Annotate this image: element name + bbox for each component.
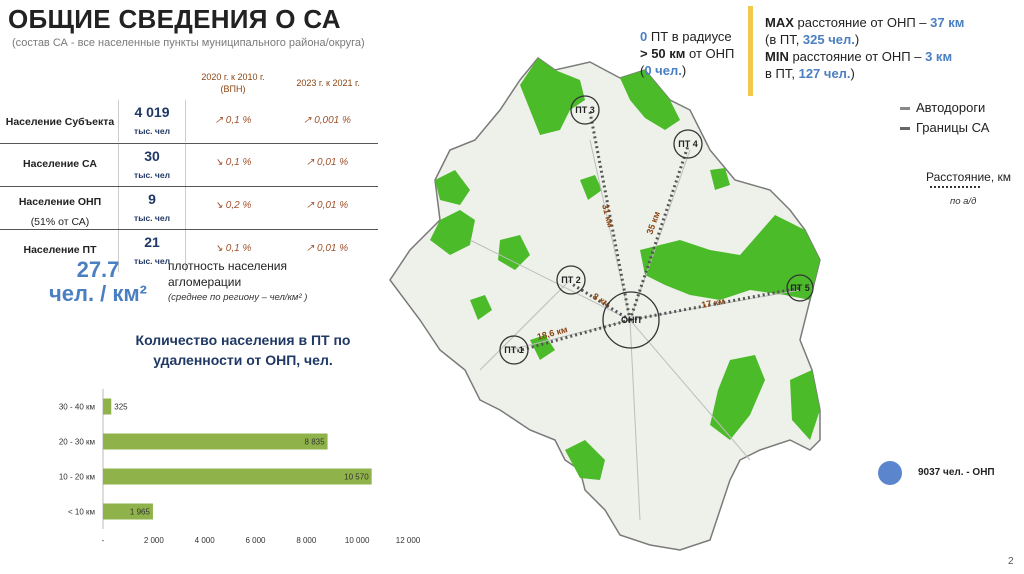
- legend-borders: Границы СА: [900, 118, 989, 138]
- distance-extremes: MAX расстояние от ОНП – 37 км (в ПТ, 325…: [765, 15, 965, 81]
- onp-legend-dot: [878, 461, 902, 485]
- table-row: Население ПТ 21 тыс. чел ↘ 0,1 % ↗ 0,01 %: [0, 230, 378, 272]
- change-2023: ↗ 0,001 %: [303, 115, 351, 126]
- bar: [103, 433, 328, 450]
- change-2023: ↗ 0,01 %: [305, 200, 349, 211]
- bar-value-label: 10 570: [344, 473, 369, 482]
- row-value: 9 тыс. чел: [118, 187, 186, 229]
- row-label: Население СА: [23, 158, 97, 170]
- x-tick-label: 2 000: [144, 536, 165, 545]
- change-2020: ↘ 0,2 %: [214, 200, 252, 211]
- settlement-label: ПТ 1: [504, 345, 523, 355]
- forest-areas: [430, 58, 820, 480]
- settlement-markers: [499, 95, 814, 365]
- row-value: 30 тыс. чел: [118, 144, 186, 186]
- change-2020: ↘ 0,1 %: [214, 243, 252, 254]
- bar: [103, 503, 153, 520]
- density-label: плотность населения агломерации: [168, 259, 288, 289]
- bar: [103, 468, 372, 485]
- settlement-label: ПТ 4: [678, 139, 697, 149]
- bar-value-label: 325: [114, 403, 128, 412]
- row-value: 21 тыс. чел: [118, 230, 186, 272]
- change-2020: ↗ 0,1 %: [214, 115, 252, 126]
- onp-marker: [602, 291, 660, 349]
- row-divider: [0, 229, 378, 230]
- row-divider: [0, 143, 378, 144]
- settlement-label: ОНП: [621, 315, 641, 325]
- x-tick-label: 12 000: [396, 536, 421, 545]
- category-label: 10 - 20 км: [59, 473, 95, 482]
- change-2020: ↘ 0,1 %: [214, 157, 252, 168]
- page-subtitle: (состав СА - все населенные пункты муниц…: [12, 37, 365, 49]
- category-label: 30 - 40 км: [59, 403, 95, 412]
- pt4-marker: [673, 129, 703, 159]
- legend-distance-note: по а/д: [950, 196, 977, 207]
- distance-bar-chart: 30 - 40 км 325 20 - 30 км 8 835 10 - 20 км 10…: [59, 389, 421, 545]
- column-header-2023: 2023 г. к 2021 г.: [296, 78, 360, 88]
- bar-value-label: 1 965: [130, 508, 151, 517]
- row-label: Население Субъекта: [5, 116, 115, 128]
- map-legend: Автодороги Границы СА: [900, 98, 989, 138]
- page-title: ОБЩИЕ СВЕДЕНИЯ О СА: [8, 4, 341, 34]
- legend-roads: Автодороги: [900, 98, 989, 118]
- pt3-marker: [570, 95, 600, 125]
- density-note: (среднее по региону – чел/км² ): [168, 292, 308, 303]
- onp-legend-label: 9037 чел. - ОНП: [918, 467, 995, 478]
- chart-title: Количество населения в ПТ по удаленности …: [135, 332, 351, 368]
- settlement-label: ПТ 3: [575, 105, 594, 115]
- x-tick-label: 4 000: [195, 536, 216, 545]
- density-value: 27.7 чел. / км²: [48, 257, 148, 306]
- change-2023: ↗ 0,01 %: [305, 243, 349, 254]
- row-divider: [0, 186, 378, 187]
- bar-value-label: 8 835: [305, 438, 326, 447]
- radius-info: 0 ПТ в радиусе > 50 км от ОНП (0 чел.): [640, 29, 735, 78]
- legend-distance: Расстояние, км: [926, 170, 1011, 184]
- accent-bar: [748, 6, 753, 96]
- population-table: 2020 г. к 2010 г. (ВПН) 2023 г. к 2021 г.…: [0, 68, 378, 272]
- table-row: Население ОНП (51% от СА) 9 тыс. чел ↘ 0,2…: [0, 187, 378, 229]
- pt1-marker: [499, 335, 529, 365]
- x-tick-label: 10 000: [345, 536, 370, 545]
- pt2-marker: [556, 265, 586, 295]
- category-label: 20 - 30 км: [59, 438, 95, 447]
- change-2023: ↗ 0,01 %: [305, 157, 349, 168]
- bar: [103, 398, 112, 415]
- x-tick-label: 8 000: [296, 536, 317, 545]
- distance-label: 17 км: [701, 296, 726, 310]
- table-row: Население Субъекта 4 019 тыс. чел ↗ 0,1 %…: [0, 100, 378, 142]
- row-label: Население ОНП (51% от СА): [18, 196, 102, 228]
- x-tick-label: 6 000: [245, 536, 266, 545]
- pt5-marker: [786, 274, 814, 302]
- territory-map: 31 км 35 км 8 км 17 км 18,6 км ПТ 3 ПТ 4…: [389, 56, 821, 551]
- table-row: Население СА 30 тыс. чел ↘ 0,1 % ↗ 0,01 %: [0, 144, 378, 186]
- territory-border: [389, 56, 821, 551]
- column-header-2020: 2020 г. к 2010 г. (ВПН): [201, 72, 265, 94]
- row-value: 4 019 тыс. чел: [118, 100, 186, 142]
- settlement-labels: ПТ 3 ПТ 4 ПТ 2 ПТ 5 ПТ 1 ОНП: [504, 105, 809, 355]
- row-label: Население ПТ: [23, 244, 97, 256]
- settlement-label: ПТ 2: [561, 275, 580, 285]
- road-network: [469, 139, 801, 521]
- x-tick-label: -: [102, 536, 105, 545]
- settlement-label: ПТ 5: [790, 283, 809, 293]
- legend-distance-line: [930, 186, 980, 188]
- page-number: 2: [1008, 556, 1014, 567]
- category-label: < 10 км: [68, 508, 95, 517]
